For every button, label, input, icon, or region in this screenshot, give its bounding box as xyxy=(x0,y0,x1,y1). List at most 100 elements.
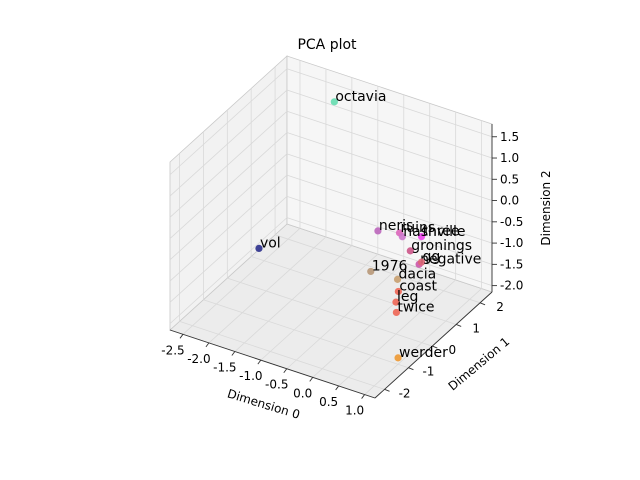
grid-line-x xyxy=(312,271,430,378)
point-label: vol xyxy=(260,235,281,251)
x-tick-mark xyxy=(257,359,262,365)
x-tick-label: 0.0 xyxy=(293,386,312,400)
point-label: gg xyxy=(423,249,441,265)
y-tick-label: 2 xyxy=(496,300,504,314)
y-tick-label: 0 xyxy=(448,343,456,357)
data-point xyxy=(417,233,426,241)
grid-line-z xyxy=(169,110,288,218)
grid-line-z xyxy=(286,217,493,286)
x-axis-label: Dimension 0 xyxy=(226,386,302,421)
data-point xyxy=(330,98,338,106)
data-point xyxy=(394,354,402,362)
grid-line-z xyxy=(286,153,493,223)
data-point xyxy=(255,244,263,252)
x-tick-mark xyxy=(283,368,288,374)
grid-line-x xyxy=(338,279,456,387)
tick-labels: -2.5-2.0-1.5-1.0-0.50.00.51.0-2-1012-2.0… xyxy=(161,130,523,418)
z-tick-label: -0.5 xyxy=(500,215,523,229)
data-point xyxy=(406,247,414,255)
point-label: three xyxy=(423,224,460,240)
data-point xyxy=(417,258,426,266)
grid-line-x xyxy=(286,262,405,370)
x-tick-label: -1.0 xyxy=(239,369,262,383)
y-tick-mark xyxy=(408,367,414,371)
grid-line-z xyxy=(286,195,493,265)
chart-title: PCA plot xyxy=(297,37,357,53)
grid-line-y xyxy=(203,299,409,369)
point-label: leg xyxy=(397,289,418,305)
y-tick-label: -2 xyxy=(399,386,411,400)
y-tick-label: -1 xyxy=(422,365,434,379)
z-tick-label: -1.5 xyxy=(500,257,523,271)
point-label: octavia xyxy=(335,89,386,105)
data-point xyxy=(394,287,402,296)
data-point xyxy=(392,308,400,317)
point-label: coast xyxy=(399,278,437,294)
point-label: gronings xyxy=(411,238,472,254)
grid-line-x xyxy=(364,288,482,395)
axis-panes xyxy=(169,55,493,399)
grid-line-z xyxy=(169,68,288,176)
x-tick-mark xyxy=(231,351,236,356)
z-tick-label: -1.0 xyxy=(500,236,523,250)
z-tick-label: 0.0 xyxy=(500,194,519,208)
z-tick-label: 1.5 xyxy=(500,130,519,144)
point-label: ruins xyxy=(401,220,436,236)
y-tick-mark xyxy=(479,302,486,306)
grid-line-y xyxy=(251,256,457,325)
grid-line-z xyxy=(286,89,493,159)
point-label: neris xyxy=(379,218,413,234)
point-label: negative xyxy=(420,251,481,267)
grid-line-z xyxy=(169,132,288,239)
y-tick-mark xyxy=(456,324,462,327)
grid-line-y xyxy=(274,234,481,304)
grid-line-x xyxy=(260,253,379,361)
grid-line-z xyxy=(169,196,288,303)
z-tick-label: 1.0 xyxy=(500,151,519,165)
grid-line-z xyxy=(286,174,493,244)
x-tick-label: -2.0 xyxy=(187,352,210,366)
grid-line-x xyxy=(208,236,327,344)
x-tick-mark xyxy=(205,342,210,348)
x-axis-line xyxy=(169,329,376,399)
grid-line-y xyxy=(179,320,385,390)
x-tick-label: -1.5 xyxy=(213,361,236,375)
grid-line-z xyxy=(286,110,493,180)
grid-line-y xyxy=(227,277,433,347)
x-tick-label: 0.5 xyxy=(319,395,338,409)
y-tick-mark xyxy=(432,345,438,349)
point-label: werder xyxy=(399,345,448,361)
z-tick-label: -2.0 xyxy=(500,279,523,293)
data-point xyxy=(398,233,406,241)
grid-line-x xyxy=(234,245,353,352)
data-point xyxy=(392,298,400,306)
y-tick-label: 1 xyxy=(472,321,480,335)
point-label: twice xyxy=(397,299,434,315)
point-label: nashville xyxy=(403,224,465,240)
point-label: dacia xyxy=(399,266,437,282)
data-point xyxy=(374,227,382,235)
x-tick-label: -2.5 xyxy=(161,343,184,357)
grid-line-z xyxy=(286,132,493,201)
grid-line-z xyxy=(169,174,288,282)
axis-lines xyxy=(169,124,497,399)
grid-line-x xyxy=(182,228,301,335)
point-label: 1976 xyxy=(372,258,408,274)
x-tick-mark xyxy=(335,385,340,391)
y-axis-line xyxy=(374,291,493,399)
grid-lines xyxy=(169,60,493,395)
z-axis-label: Dimension 2 xyxy=(539,170,553,245)
grid-line-z xyxy=(286,68,493,138)
grid-line-z xyxy=(169,217,288,324)
grid-line-z xyxy=(169,89,288,197)
x-tick-mark xyxy=(179,334,184,339)
x-tick-label: -0.5 xyxy=(265,378,288,392)
grid-line-z xyxy=(169,153,288,261)
x-tick-mark xyxy=(361,394,365,399)
y-tick-mark xyxy=(384,388,390,392)
x-tick-mark xyxy=(309,377,314,382)
data-point xyxy=(393,275,402,283)
z-tick-label: 0.5 xyxy=(500,172,519,186)
